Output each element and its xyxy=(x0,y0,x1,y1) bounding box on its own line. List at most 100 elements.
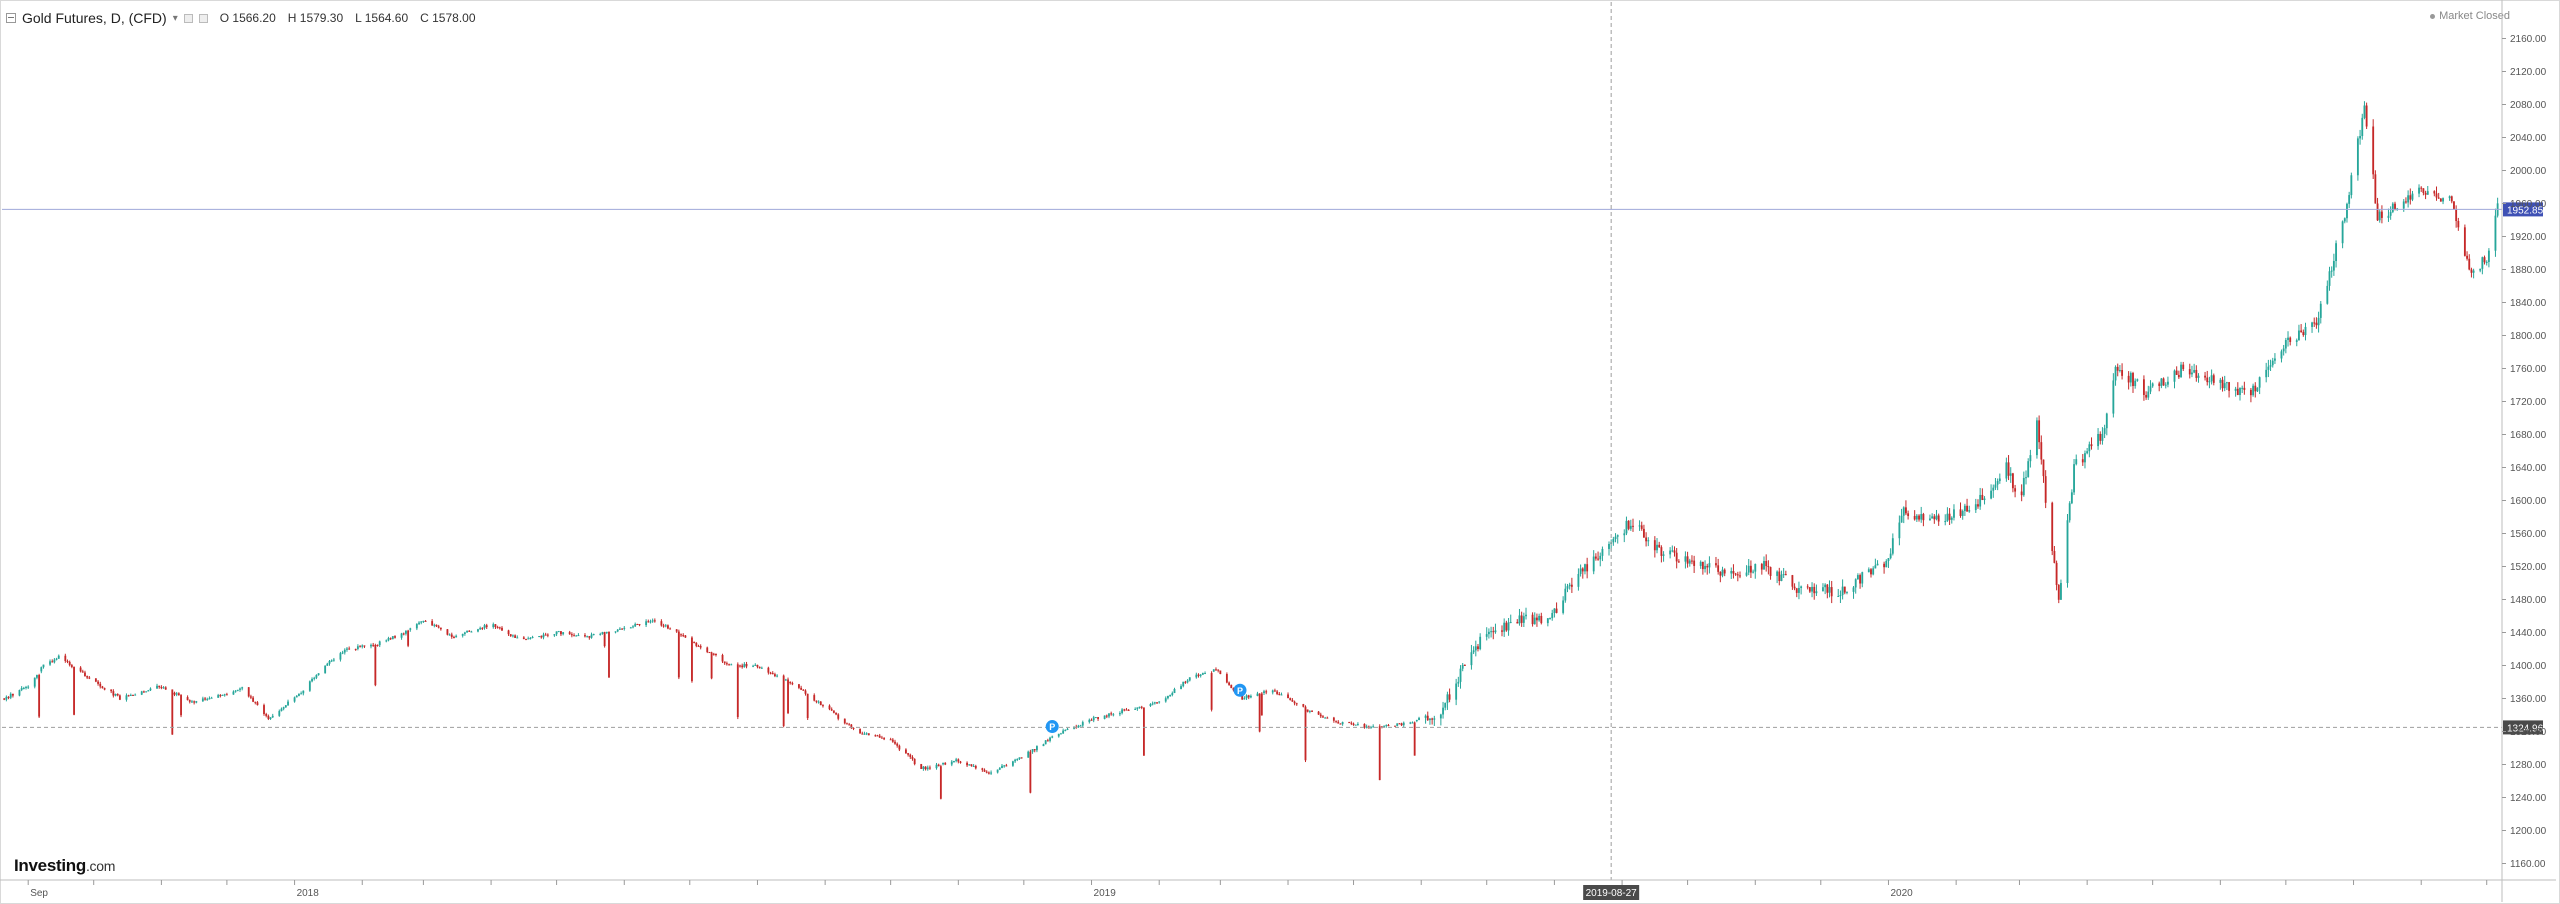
candle-body xyxy=(2197,375,2200,378)
chevron-down-icon[interactable]: ▾ xyxy=(172,12,178,24)
candle-body xyxy=(1806,586,1809,588)
candle xyxy=(1156,702,1158,704)
collapse-toggle-icon[interactable] xyxy=(6,13,16,23)
candle-body xyxy=(20,688,23,691)
price-tick-label: 1160.00 xyxy=(2510,859,2546,870)
candle xyxy=(2234,386,2237,397)
candle xyxy=(1219,670,1222,675)
candle xyxy=(263,703,265,716)
candle-body xyxy=(1031,749,1034,752)
candle-body xyxy=(2289,337,2292,342)
candle-body xyxy=(1730,571,1733,574)
symbol-title[interactable]: Gold Futures, D, (CFD) xyxy=(22,10,167,26)
candle xyxy=(634,622,637,627)
candle xyxy=(33,677,36,689)
candle-body xyxy=(1693,560,1696,566)
candle-body xyxy=(1891,538,1894,554)
candle-body xyxy=(177,693,180,696)
candle xyxy=(1302,703,1305,708)
candle-body xyxy=(2014,488,2017,492)
candle xyxy=(2228,381,2231,398)
ohlc-low: L 1564.60 xyxy=(355,11,409,25)
candle xyxy=(1525,607,1527,620)
candle-body xyxy=(2127,375,2130,383)
candle xyxy=(2313,317,2316,327)
candle-body xyxy=(1492,631,1495,633)
candle xyxy=(2086,447,2089,455)
candle-body xyxy=(1197,674,1200,676)
candle-body xyxy=(346,648,348,650)
candle xyxy=(1915,513,1918,522)
candle xyxy=(1627,520,1630,531)
candle-body xyxy=(2129,373,2132,383)
candle-body xyxy=(99,683,102,687)
candle-body xyxy=(201,698,204,702)
candle-body xyxy=(477,629,479,632)
time-axis[interactable]: Sep 2018 2019 2020 xyxy=(0,879,2556,899)
candle-body xyxy=(1581,568,1584,572)
candle-body xyxy=(1005,765,1008,767)
candle-body xyxy=(1898,522,1901,539)
candle xyxy=(588,635,591,640)
candle-body xyxy=(649,621,652,623)
price-axis[interactable]: 1160.001200.001240.001280.001320.001360.… xyxy=(2501,0,2547,902)
candle-body xyxy=(1902,507,1905,516)
candle xyxy=(1398,723,1401,725)
candle xyxy=(2025,470,2027,485)
candle-body xyxy=(2387,215,2390,218)
candle-body xyxy=(1540,615,1543,624)
candle-body xyxy=(2236,388,2239,396)
candle xyxy=(5,695,8,702)
candle-body xyxy=(2453,201,2455,209)
candle-body xyxy=(208,698,211,700)
candle-body xyxy=(2121,370,2124,376)
candle xyxy=(998,767,1001,771)
candle xyxy=(2402,199,2405,212)
hide-box-icon[interactable] xyxy=(198,13,208,23)
candle xyxy=(2335,240,2337,268)
candle-body xyxy=(1509,621,1512,623)
candle-body xyxy=(1431,718,1434,720)
candle-body xyxy=(1490,631,1493,633)
candle xyxy=(2405,197,2407,204)
candle-body xyxy=(1784,574,1787,576)
candle xyxy=(1079,724,1082,727)
candles-layer xyxy=(3,101,2499,800)
candle xyxy=(2487,248,2490,268)
candle xyxy=(254,701,257,705)
candle-body xyxy=(2038,420,2041,443)
candle xyxy=(1961,509,1964,520)
candle xyxy=(972,764,975,767)
candle-body xyxy=(485,625,488,628)
candle-body xyxy=(1472,650,1475,653)
candle xyxy=(1409,721,1412,725)
candle xyxy=(363,645,366,649)
candle-body xyxy=(271,715,274,718)
candle-body xyxy=(557,631,560,633)
candle xyxy=(848,722,851,726)
candle-body xyxy=(1149,704,1152,707)
candle xyxy=(835,712,837,716)
price-tick-label: 1920.00 xyxy=(2510,232,2547,243)
candle-body xyxy=(1442,707,1444,715)
candle-body xyxy=(1642,528,1645,538)
candle-body xyxy=(1708,563,1711,568)
candle xyxy=(2164,382,2167,389)
candle xyxy=(394,635,396,639)
candle-body xyxy=(697,645,700,647)
candle xyxy=(636,623,639,625)
candle-body xyxy=(1271,690,1274,693)
candle-body xyxy=(348,648,351,650)
candle xyxy=(2223,375,2226,392)
candle-body xyxy=(2158,383,2161,386)
candle-body xyxy=(2228,382,2231,391)
candle-body xyxy=(1081,722,1084,726)
candle xyxy=(1658,541,1661,548)
candle-body xyxy=(771,673,774,675)
settings-box-icon[interactable] xyxy=(183,13,193,23)
candle xyxy=(2269,359,2272,372)
candle-body xyxy=(1791,575,1794,587)
candle xyxy=(415,623,418,631)
candle-body xyxy=(573,635,575,637)
